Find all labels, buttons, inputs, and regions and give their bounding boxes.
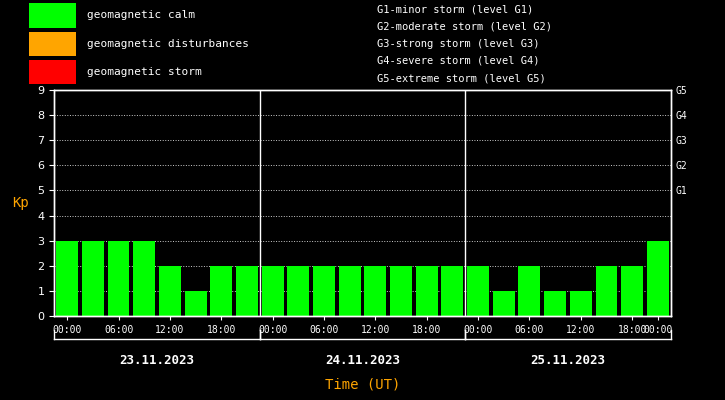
Text: geomagnetic calm: geomagnetic calm [87,10,195,20]
Bar [442,266,463,316]
Bar [107,241,130,316]
Text: 24.11.2023: 24.11.2023 [325,354,400,368]
Bar [29,60,76,84]
Text: G1-minor storm (level G1): G1-minor storm (level G1) [377,4,534,14]
Bar [647,241,668,316]
Bar [365,266,386,316]
Bar [82,241,104,316]
Bar [57,241,78,316]
Bar [544,291,566,316]
Bar [159,266,181,316]
Bar [262,266,283,316]
Bar [287,266,310,316]
Bar [467,266,489,316]
Text: G2-moderate storm (level G2): G2-moderate storm (level G2) [377,22,552,32]
Bar [339,266,360,316]
Bar [621,266,643,316]
Text: Time (UT): Time (UT) [325,377,400,391]
Text: G3-strong storm (level G3): G3-strong storm (level G3) [377,39,539,49]
Bar [210,266,232,316]
Text: G5-extreme storm (level G5): G5-extreme storm (level G5) [377,73,546,83]
Bar [518,266,540,316]
Bar [29,4,76,28]
Bar [185,291,207,316]
Bar [29,32,76,56]
Bar [133,241,155,316]
Bar [313,266,335,316]
Bar [390,266,412,316]
Text: 25.11.2023: 25.11.2023 [531,354,605,368]
Bar [415,266,438,316]
Y-axis label: Kp: Kp [12,196,29,210]
Bar [595,266,618,316]
Bar [236,266,258,316]
Bar [493,291,515,316]
Text: geomagnetic disturbances: geomagnetic disturbances [87,39,249,49]
Bar [570,291,592,316]
Text: 23.11.2023: 23.11.2023 [120,354,194,368]
Text: geomagnetic storm: geomagnetic storm [87,67,202,77]
Text: G4-severe storm (level G4): G4-severe storm (level G4) [377,56,539,66]
